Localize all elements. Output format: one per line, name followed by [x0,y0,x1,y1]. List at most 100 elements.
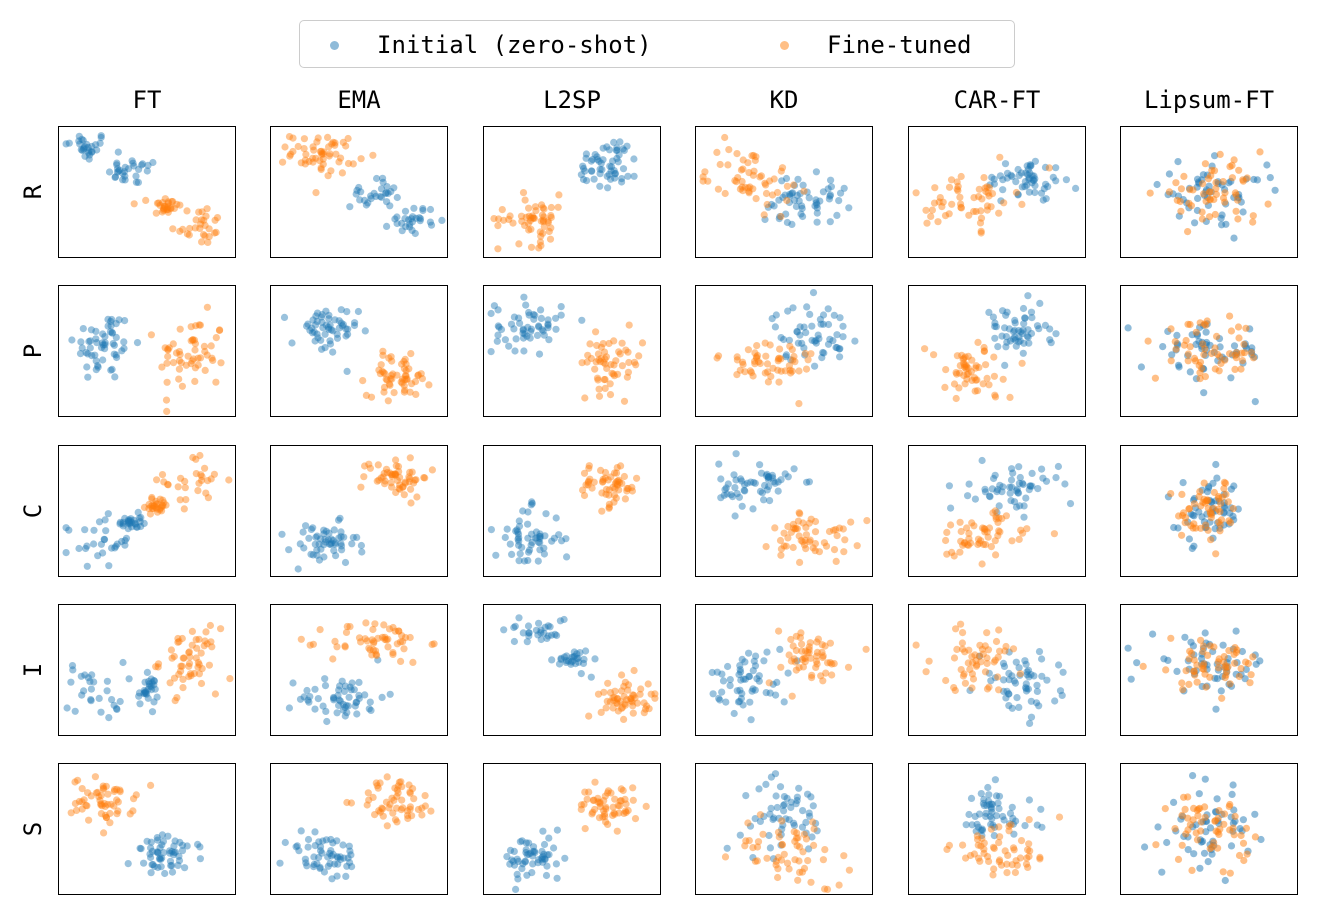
fine-tuned-point [309,143,317,151]
zero-shot-point [995,502,1003,510]
fine-tuned-point [388,472,396,480]
zero-shot-point [140,686,148,695]
fine-tuned-point [721,189,729,198]
zero-shot-point [1002,694,1010,702]
zero-shot-point [98,339,106,347]
zero-shot-point [62,140,70,148]
fine-tuned-point [130,795,138,803]
fine-tuned-point [609,803,617,811]
fine-tuned-point [332,150,340,158]
zero-shot-point [1019,349,1027,357]
fine-tuned-point [800,541,809,549]
zero-shot-point [1025,175,1033,183]
zero-shot-point [613,146,621,154]
fine-tuned-point [762,189,771,198]
fine-tuned-point [968,356,976,364]
zero-shot-point [539,827,547,835]
zero-shot-point [839,322,847,330]
fine-tuned-point [287,150,295,158]
fine-tuned-point [196,321,204,329]
zero-shot-point [99,330,107,338]
fine-tuned-point [289,147,297,156]
zero-shot-point [605,146,614,154]
fine-tuned-point [211,216,219,224]
zero-shot-point [755,785,763,793]
panel-car-ft-r [908,126,1086,258]
fine-tuned-point [594,376,602,384]
fine-tuned-point [763,360,772,368]
zero-shot-point [360,196,369,204]
fine-tuned-point [777,212,785,221]
fine-tuned-point [314,134,322,142]
zero-shot-point [105,714,113,722]
zero-shot-point [87,697,95,705]
zero-shot-point [1251,398,1259,406]
fine-tuned-point [772,857,780,865]
zero-shot-point [321,344,329,352]
fine-tuned-point [620,692,628,701]
fine-tuned-point [1242,824,1250,832]
fine-tuned-point [392,462,400,470]
zero-shot-point [1266,174,1274,182]
zero-shot-point [619,145,627,153]
zero-shot-point [731,484,739,492]
fine-tuned-point [189,453,197,462]
fine-tuned-point [201,221,209,229]
fine-tuned-point [738,183,746,191]
fine-tuned-point [745,169,753,177]
fine-tuned-point [102,813,110,822]
fine-tuned-point [538,201,546,209]
fine-tuned-point [584,478,592,487]
zero-shot-point [1043,676,1051,684]
zero-shot-point [147,686,156,694]
fine-tuned-point [594,794,602,802]
fine-tuned-point [606,689,615,697]
fine-tuned-point [603,364,611,372]
fine-tuned-point [213,214,222,222]
zero-shot-point [519,325,527,333]
zero-shot-point [148,679,156,687]
zero-shot-point [324,323,333,331]
fine-tuned-point [795,400,803,408]
zero-shot-point [751,815,759,823]
zero-shot-point [772,691,780,699]
fine-tuned-point [388,483,396,491]
zero-shot-point [379,178,387,186]
fine-tuned-point [425,381,433,389]
fine-tuned-point [1189,816,1197,824]
zero-shot-point [515,522,524,530]
fine-tuned-point [975,193,983,201]
zero-shot-point [981,488,989,496]
fine-tuned-point [596,358,604,366]
zero-shot-point [344,854,352,862]
zero-shot-point [630,172,638,180]
fine-tuned-point [995,839,1003,847]
fine-tuned-point [972,362,980,370]
zero-shot-point [793,327,801,336]
fine-tuned-point [589,808,597,816]
zero-shot-point [574,654,582,662]
fine-tuned-point [1199,642,1207,650]
fine-tuned-point [921,345,929,353]
fine-tuned-point [828,660,836,668]
zero-shot-point [281,838,289,847]
zero-shot-point [87,326,95,334]
fine-tuned-point [643,702,651,710]
fine-tuned-point [593,374,602,382]
zero-shot-point [537,314,545,322]
zero-shot-point [1030,672,1038,680]
fine-tuned-point [341,643,349,651]
legend-label-fine-tuned: Fine-tuned [827,31,972,59]
fine-tuned-point [947,176,956,184]
fine-tuned-point [145,505,153,513]
zero-shot-point [819,311,828,319]
zero-shot-point [995,805,1003,813]
zero-shot-point [1012,658,1020,666]
fine-tuned-point [1237,665,1245,673]
fine-tuned-point [393,371,401,379]
zero-shot-point [1149,630,1157,638]
zero-shot-point [519,326,527,334]
zero-shot-point [824,340,833,348]
zero-shot-point [303,862,311,870]
zero-shot-point [107,366,115,374]
